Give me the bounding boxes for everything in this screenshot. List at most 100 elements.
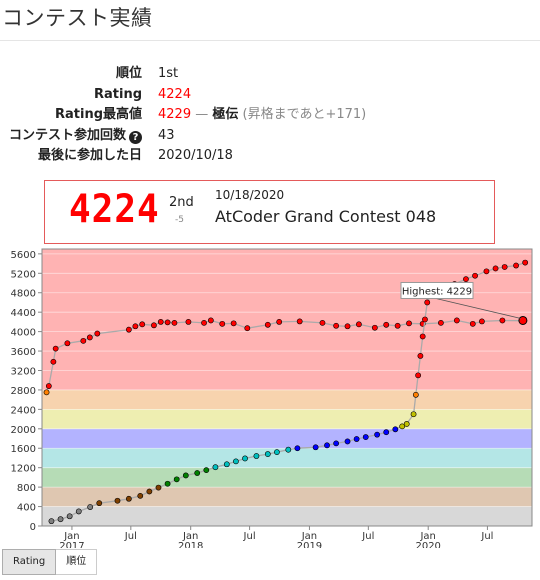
y-tick-label: 5200 (11, 269, 36, 280)
data-point (155, 484, 162, 491)
stat-rank-value: 1st (158, 66, 179, 81)
data-point (472, 272, 478, 279)
stat-max-rating-note: (昇格まであと+171) (242, 107, 367, 123)
highest-marker (518, 315, 528, 325)
contest-name[interactable]: AtCoder Grand Contest 048 (215, 207, 437, 226)
data-point (207, 317, 214, 324)
data-point (173, 476, 180, 483)
stat-max-rating-row: Rating最高値 4229 — 極伝 (昇格まであと+171) (0, 105, 540, 126)
rating-band (42, 487, 532, 507)
x-year-label: 2017 (59, 541, 84, 548)
y-tick-label: 0 (30, 522, 36, 533)
data-point (185, 318, 192, 325)
tab-rank[interactable]: 順位 (56, 549, 98, 575)
y-tick-label: 2400 (11, 405, 36, 416)
data-point (264, 321, 271, 328)
question-circle-icon[interactable]: ? (129, 130, 142, 144)
page-title: コンテスト実績 (2, 6, 153, 30)
data-point (137, 492, 144, 499)
rating-band (42, 467, 532, 488)
x-tick-label: Jul (124, 531, 137, 542)
data-point (499, 317, 506, 324)
data-point (114, 497, 121, 504)
data-point (66, 513, 73, 520)
data-point (57, 516, 64, 523)
rating-band (42, 249, 532, 390)
stat-contest-count-row: コンテスト参加回数? 43 (0, 126, 540, 147)
stat-rank-label: 順位 (115, 66, 142, 81)
data-point (64, 340, 71, 347)
y-tick-label: 1200 (11, 464, 36, 475)
data-point (410, 411, 417, 418)
y-tick-label: 1600 (11, 444, 36, 455)
data-point (383, 429, 390, 436)
data-point (333, 440, 340, 447)
data-point (94, 330, 101, 337)
x-tick-label: Jul (243, 531, 256, 542)
y-tick-label: 4400 (11, 308, 36, 319)
data-point (333, 322, 340, 329)
y-tick-label: 400 (17, 503, 36, 514)
title-divider (0, 40, 540, 41)
data-point (43, 389, 50, 396)
data-point (48, 518, 55, 525)
data-point (157, 318, 164, 325)
data-point (419, 333, 426, 340)
rating-chart: 0 400 800 1200 1600 2000 2400 2800 3200 3600 4000 4… (11, 248, 533, 548)
x-tick-label: Jul (480, 531, 493, 542)
stat-rank-row: 順位 1st (0, 64, 540, 85)
data-point (125, 495, 132, 502)
data-point (132, 323, 139, 330)
data-point (522, 259, 529, 266)
y-tick-label: 5600 (11, 250, 36, 261)
x-tick-label: Jan (63, 531, 79, 542)
data-point (96, 500, 103, 507)
stat-max-rating-separator: — (195, 107, 209, 123)
data-point (233, 458, 239, 465)
contest-rating-delta: -5 (175, 215, 184, 225)
rating-band (42, 409, 532, 429)
data-point (52, 345, 59, 352)
data-point (383, 321, 390, 328)
tab-rating[interactable]: Rating (2, 549, 57, 575)
data-point (75, 508, 82, 515)
data-point (424, 299, 431, 306)
contest-rating: 4224 (69, 186, 160, 233)
y-tick-label: 4800 (11, 289, 36, 300)
contest-date: 10/18/2020 (215, 188, 285, 202)
data-point (353, 436, 360, 442)
rating-band (42, 428, 532, 449)
data-point (50, 358, 57, 365)
stat-contest-count-value: 43 (158, 127, 175, 143)
stat-last-date-label: 最後に参加した日 (37, 148, 142, 164)
stat-rating-value: 4224 (158, 86, 192, 102)
data-point (513, 262, 519, 269)
stat-max-rating-value-group: 4229 — 極伝 (昇格まであと+171) (158, 105, 366, 126)
data-point (219, 320, 226, 327)
data-point (417, 353, 424, 359)
data-point (399, 423, 406, 430)
annotation-box (400, 281, 474, 299)
data-point (344, 438, 351, 445)
data-point (324, 442, 330, 449)
annotation-label: Highest: 4229 (402, 286, 472, 297)
stat-max-rating-rank: 極伝 (212, 107, 239, 123)
data-point (312, 444, 319, 451)
data-point (415, 372, 422, 379)
data-point (492, 265, 499, 272)
data-point (412, 391, 419, 398)
data-point (87, 504, 94, 510)
stat-rating-row: Rating 4224 (0, 85, 540, 106)
data-point (501, 264, 508, 270)
stat-max-rating-value: 4229 (158, 107, 192, 123)
data-point (223, 461, 230, 468)
x-tick-label: Jan (182, 531, 198, 542)
rating-band (42, 506, 532, 526)
x-year-label: 2020 (415, 541, 440, 548)
rating-band (42, 448, 532, 468)
data-point (86, 334, 93, 341)
data-point (230, 320, 237, 327)
x-tick-label: Jan (419, 531, 435, 542)
data-point (469, 320, 476, 327)
data-point (296, 318, 303, 325)
